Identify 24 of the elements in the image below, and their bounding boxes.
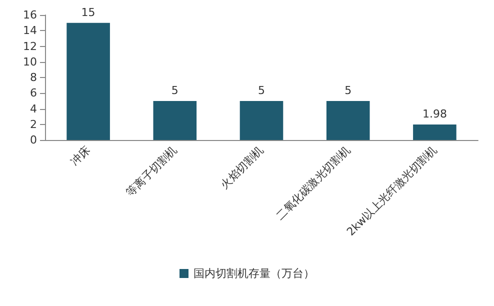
data-label: 5: [171, 84, 178, 97]
data-label: 5: [344, 84, 352, 97]
legend-label: 国内切割机存量（万台）: [194, 267, 314, 280]
y-tick-label: 14: [23, 24, 37, 38]
x-tick-label: 冲床: [68, 143, 93, 168]
y-tick-label: 2: [30, 118, 37, 131]
y-tick-label: 16: [23, 8, 37, 22]
y-tick-label: 6: [30, 86, 37, 100]
data-label: 15: [81, 6, 96, 19]
data-label: 1.98: [422, 108, 447, 121]
x-tick-label: 二氧化碳激光切割机: [274, 143, 353, 223]
bar: [153, 100, 197, 140]
y-tick-label: 12: [23, 40, 37, 53]
bar: [326, 100, 370, 140]
x-tick-label: 等离子切割机: [124, 143, 180, 200]
y-tick-label: 10: [23, 55, 37, 68]
y-tick-label: 8: [30, 71, 37, 84]
y-tick-label: 4: [30, 102, 37, 116]
bar: [66, 22, 110, 140]
y-tick-label: 0: [30, 134, 37, 146]
x-tick-label: 火焰切割机: [218, 143, 266, 192]
data-label: 5: [258, 84, 265, 97]
bar: [413, 124, 456, 140]
bar: [240, 100, 284, 140]
